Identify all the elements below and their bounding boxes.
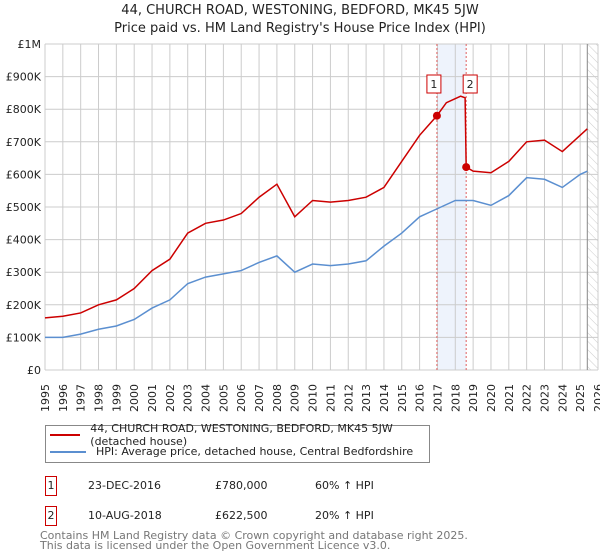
x-tick-label: 2007: [253, 384, 266, 412]
sale-point: [462, 163, 471, 172]
x-tick-label: 2020: [485, 384, 498, 412]
x-tick-label: 2008: [271, 384, 284, 412]
chart-title: 44, CHURCH ROAD, WESTONING, BEDFORD, MK4…: [114, 3, 486, 36]
y-tick-label: £0: [27, 364, 41, 377]
legend-item-property: 44, CHURCH ROAD, WESTONING, BEDFORD, MK4…: [46, 422, 429, 448]
x-tick-label: 1995: [39, 384, 52, 412]
legend: 44, CHURCH ROAD, WESTONING, BEDFORD, MK4…: [45, 422, 430, 463]
x-tick-label: 2014: [378, 384, 391, 412]
y-tick-label: £800K: [6, 103, 42, 116]
transaction-row: 1 23-DEC-2016 £780,000 60% ↑ HPI: [45, 476, 445, 496]
x-tick-label: 1997: [75, 384, 88, 412]
y-tick-label: £300K: [6, 266, 42, 279]
x-tick-label: 2005: [217, 384, 230, 412]
x-tick-label: 2022: [521, 384, 534, 412]
x-tick-label: 2016: [414, 384, 427, 412]
x-tick-label: 2003: [182, 384, 195, 412]
y-tick-label: £1M: [18, 38, 42, 51]
y-tick-label: £600K: [6, 168, 42, 181]
marker-badge: 2: [45, 506, 57, 526]
annotation-label: 1: [430, 78, 437, 91]
annotation-box: [426, 74, 442, 94]
x-tick-label: 2010: [307, 384, 320, 412]
marker-badge: 1: [45, 476, 57, 496]
x-tick-label: 2015: [396, 384, 409, 412]
x-tick-label: 2011: [324, 384, 337, 412]
price-chart: 1995 1996 1997 1998 1999 2000 2001 2002 2003 2004…: [6, 38, 600, 412]
y-tick-label: £700K: [6, 136, 42, 149]
x-tick-label: 2018: [449, 384, 462, 412]
x-tick-label: 2026: [592, 384, 600, 412]
transaction-row: 2 10-AUG-2018 £622,500 20% ↑ HPI: [45, 506, 445, 526]
x-tick-label: 2013: [360, 384, 373, 412]
x-tick-label: 2017: [431, 384, 444, 412]
legend-item-hpi: HPI: Average price, detached house, Cent…: [46, 443, 429, 460]
footer: Contains HM Land Registry data © Crown c…: [40, 529, 468, 552]
annotation-label: 2: [467, 78, 474, 91]
x-tick-label: 2025: [574, 384, 587, 412]
y-tick-label: £900K: [6, 71, 42, 84]
x-tick-label: 1998: [93, 384, 106, 412]
x-tick-label: 2000: [128, 384, 141, 412]
annotation-box: [462, 74, 478, 94]
x-tick-label: 2019: [467, 384, 480, 412]
series-line: [44, 95, 588, 319]
y-tick-label: £100K: [6, 331, 42, 344]
x-tick-label: 2023: [538, 384, 551, 412]
x-tick-label: 2009: [289, 384, 302, 412]
y-tick-label: £400K: [6, 234, 42, 247]
x-tick-label: 1999: [110, 384, 123, 412]
x-tick-label: 2001: [146, 384, 159, 412]
x-tick-label: 2006: [235, 384, 248, 412]
x-tick-label: 2004: [200, 384, 213, 412]
series-line: [45, 170, 588, 339]
x-tick-label: 1996: [57, 384, 70, 412]
sale-point: [432, 111, 441, 120]
y-tick-label: £200K: [6, 299, 42, 312]
x-tick-label: 2002: [164, 384, 177, 412]
x-tick-label: 2024: [556, 384, 569, 412]
x-tick-label: 2012: [342, 384, 355, 412]
x-tick-label: 2021: [503, 384, 516, 412]
y-tick-label: £500K: [6, 201, 42, 214]
